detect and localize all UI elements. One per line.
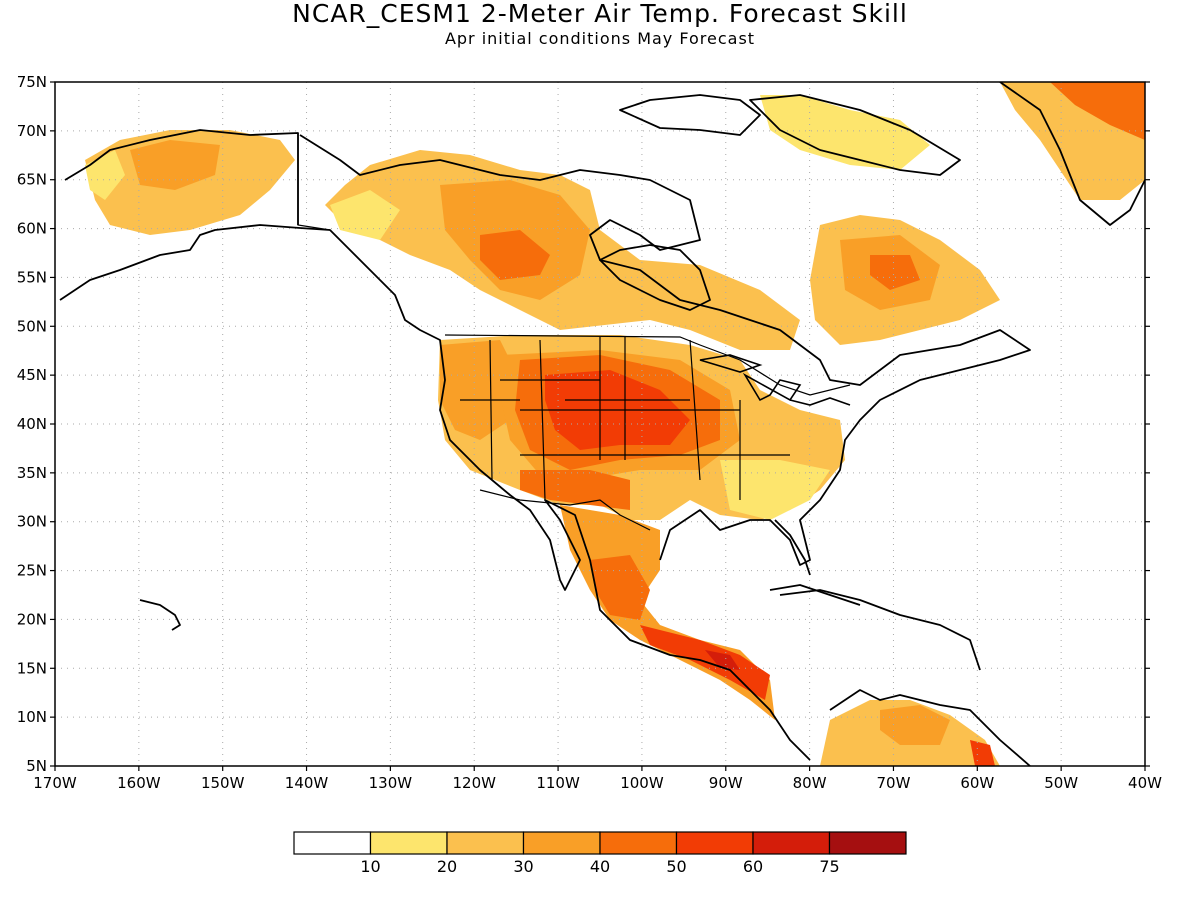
lat-tick-label: 25N — [17, 562, 47, 580]
lat-tick-label: 45N — [17, 366, 47, 384]
lat-tick-label: 10N — [17, 708, 47, 726]
coastline-cuba — [769, 584, 861, 606]
lat-tick-label: 35N — [17, 464, 47, 482]
skill-region-central-america-max — [705, 650, 740, 670]
coastline-alaska — [59, 224, 811, 761]
lat-tick-label: 20N — [17, 610, 47, 628]
lat-tick-label: 50N — [17, 317, 47, 335]
colorbar-swatch — [522, 831, 601, 855]
skill-region-venezuela-max — [970, 740, 995, 766]
lat-tick-label: 40N — [17, 415, 47, 433]
colorbar-swatch — [599, 831, 678, 855]
skill-region-alaska-west — [85, 150, 125, 200]
longitude-ticks: 170W 160W 150W 140W 130W 120W 110W 100W 90W 80W 70… — [33, 766, 1162, 792]
lat-tick-label: 5N — [26, 757, 47, 775]
skill-region-mexico-core — [590, 555, 650, 620]
colorbar-label: 60 — [743, 857, 763, 876]
skill-shading — [85, 82, 1145, 766]
border-us-canada — [444, 334, 851, 396]
lat-tick-label: 55N — [17, 268, 47, 286]
lon-tick-label: 80W — [793, 774, 827, 792]
colorbar-swatch — [752, 831, 831, 855]
coastlines — [59, 82, 1145, 766]
lat-tick-label: 15N — [17, 659, 47, 677]
colorbar-label: 20 — [437, 857, 457, 876]
lon-tick-label: 50W — [1044, 774, 1078, 792]
lon-tick-label: 120W — [452, 774, 496, 792]
lat-tick-label: 75N — [17, 73, 47, 91]
lake-superior — [699, 354, 763, 373]
colorbar-swatch — [293, 831, 372, 855]
political-borders — [297, 133, 851, 531]
lon-tick-label: 40W — [1128, 774, 1162, 792]
skill-region-canada-prairie — [480, 230, 550, 280]
coastline-hawaii — [139, 599, 181, 631]
map-title: NCAR_CESM1 2-Meter Air Temp. Forecast Sk… — [292, 0, 908, 28]
lon-tick-label: 130W — [369, 774, 413, 792]
graticule — [55, 82, 1145, 766]
coastline-arctic — [64, 129, 299, 225]
skill-region-us-southwest — [520, 470, 630, 510]
border-us-mexico — [479, 489, 651, 531]
coastline-south-america — [829, 689, 1031, 766]
skill-region-us-southeast — [720, 460, 830, 520]
coastline-baffin — [749, 94, 961, 176]
skill-region-venezuela — [880, 705, 950, 745]
border-states-1 — [460, 337, 790, 501]
lon-tick-label: 100W — [620, 774, 664, 792]
lakes — [699, 354, 851, 406]
lat-tick-label: 65N — [17, 171, 47, 189]
colorbar-label: 50 — [666, 857, 686, 876]
skill-region-hudson-north — [760, 95, 930, 170]
lake-erie-ontario — [789, 397, 851, 406]
lon-tick-label: 140W — [285, 774, 329, 792]
lon-tick-label: 160W — [117, 774, 161, 792]
skill-region-greenland-core — [1050, 82, 1145, 140]
skill-region-quebec-max — [870, 255, 920, 290]
map-plot-area — [55, 82, 1145, 766]
skill-region-alaska-core — [130, 140, 220, 190]
border-alaska-canada — [297, 133, 331, 231]
colorbar-label: 40 — [590, 857, 610, 876]
colorbar-swatch — [369, 831, 448, 855]
colorbar-swatch — [828, 831, 907, 855]
lon-tick-label: 150W — [201, 774, 245, 792]
lon-tick-label: 170W — [33, 774, 77, 792]
lat-tick-label: 70N — [17, 122, 47, 140]
coastline-arctic-islands — [619, 94, 761, 136]
lat-tick-label: 30N — [17, 513, 47, 531]
lat-tick-label: 60N — [17, 220, 47, 238]
coastline-hudson-bay — [599, 244, 711, 311]
colorbar-label: 10 — [360, 857, 380, 876]
coastline-caribbean — [779, 589, 981, 671]
colorbar: 10 20 30 40 50 60 75 — [293, 831, 907, 876]
coastline-canada-north — [299, 134, 1031, 566]
colorbar-swatch — [675, 831, 754, 855]
latitude-ticks: 75N 70N 65N 60N 55N 50N 45N 40N 35N 30N 25N 20N 15N 1… — [17, 73, 1150, 775]
colorbar-label: 75 — [819, 857, 839, 876]
lon-tick-label: 90W — [709, 774, 743, 792]
colorbar-swatch — [446, 831, 525, 855]
skill-region-canada-west-yellow — [330, 190, 400, 240]
lon-tick-label: 70W — [877, 774, 911, 792]
lon-tick-label: 60W — [960, 774, 994, 792]
coastline-greenland — [999, 82, 1145, 226]
coastline-florida — [774, 519, 811, 576]
map-subtitle: Apr initial conditions May Forecast — [444, 29, 756, 48]
colorbar-label: 30 — [513, 857, 533, 876]
lon-tick-label: 110W — [536, 774, 580, 792]
